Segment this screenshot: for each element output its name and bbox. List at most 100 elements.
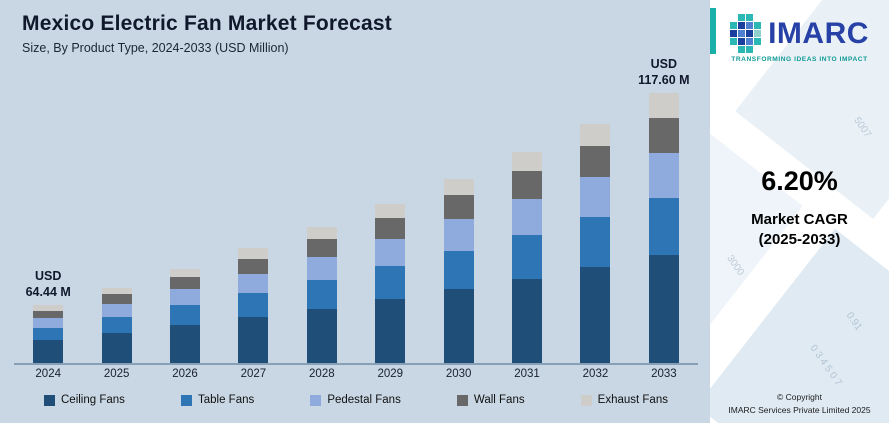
- imarc-logo-pixel-globe-icon: [730, 14, 762, 53]
- bar-segment-table-fans: [101, 317, 132, 333]
- imarc-tagline: TRANSFORMING IDEAS INTO IMPACT: [731, 56, 868, 63]
- bar-segment-exhaust-fans: [443, 178, 474, 196]
- stacked-bar-2028: [306, 226, 337, 363]
- logo-pixel: [746, 22, 754, 29]
- legend-label-wall-fans: Wall Fans: [473, 394, 525, 406]
- stacked-bar-2029: [375, 203, 406, 363]
- legend-label-table-fans: Table Fans: [197, 394, 255, 406]
- cagr-period: (2025-2033): [758, 231, 841, 248]
- bar-segment-exhaust-fans: [238, 248, 269, 259]
- x-axis-label-2029: 2029: [377, 368, 404, 380]
- logo-pixel: [754, 30, 762, 37]
- bar-segment-ceiling-fans: [306, 308, 337, 363]
- imarc-logo: IMARC: [710, 14, 889, 53]
- bar-segment-ceiling-fans: [648, 255, 679, 363]
- cagr-block: 6.20% Market CAGR (2025-2033): [710, 166, 889, 248]
- bar-segment-ceiling-fans: [375, 299, 406, 363]
- bar-segment-ceiling-fans: [443, 289, 474, 363]
- bar-segment-exhaust-fans: [33, 305, 64, 311]
- bar-segment-ceiling-fans: [101, 332, 132, 363]
- bar-segment-pedestal-fans: [580, 176, 611, 218]
- x-axis: 2024 2025 2026 2027 2028 2029 2030 2031 2032 2033: [14, 368, 698, 380]
- chart-legend: Ceiling Fans Table Fans Pedestal Fans Wall …: [14, 394, 698, 406]
- bar-segment-pedestal-fans: [170, 289, 201, 306]
- value-annotation-2033: USD 117.60 M: [638, 57, 690, 87]
- bar-segment-exhaust-fans: [580, 124, 611, 146]
- logo-pixel: [754, 14, 761, 21]
- x-axis-label-2028: 2028: [309, 368, 335, 380]
- bar-segment-table-fans: [170, 305, 201, 326]
- bar-slot-2024: USD 64.44 M: [14, 48, 82, 363]
- chart-subtitle: Size, By Product Type, 2024-2033 (USD Mi…: [22, 41, 289, 55]
- logo-pixel: [730, 46, 737, 53]
- bar-segment-wall-fans: [512, 171, 543, 199]
- logo-pixel: [754, 46, 761, 53]
- bar-segment-wall-fans: [443, 195, 474, 220]
- stacked-bar-2030: [443, 178, 474, 363]
- bar-segment-exhaust-fans: [306, 226, 337, 240]
- bar-slot-2028: [288, 48, 356, 363]
- x-axis-label-2030: 2030: [445, 368, 472, 380]
- logo-pixel: [738, 46, 746, 53]
- bar-segment-table-fans: [238, 293, 269, 318]
- bar-slot-2025: [82, 48, 150, 363]
- bar-segment-pedestal-fans: [512, 198, 543, 235]
- bar-segment-ceiling-fans: [33, 339, 64, 363]
- bar-segment-ceiling-fans: [580, 267, 611, 363]
- stacked-bar-chart: USD 64.44 M USD 117.60 M: [14, 48, 698, 365]
- logo-pixel: [754, 22, 762, 29]
- bar-segment-table-fans: [648, 198, 679, 256]
- imarc-logo-text: IMARC: [768, 16, 869, 50]
- legend-item-pedestal-fans: Pedestal Fans: [310, 394, 401, 406]
- logo-pixel: [746, 14, 754, 21]
- value-annotation-2024: USD 64.44 M: [25, 269, 71, 299]
- stacked-bar-2032: [580, 124, 611, 363]
- bar-segment-table-fans: [33, 327, 64, 340]
- bar-segment-exhaust-fans: [648, 93, 679, 118]
- bar-segment-wall-fans: [306, 239, 337, 257]
- x-axis-label-2033: 2033: [651, 368, 677, 380]
- legend-swatch-table-fans: [180, 394, 192, 406]
- bar-slot-2029: [356, 48, 424, 363]
- chart-panel: Mexico Electric Fan Market Forecast Size…: [0, 0, 710, 423]
- bar-slot-2033: USD 117.60 M: [630, 48, 698, 363]
- logo-pixel: [746, 46, 754, 53]
- bar-segment-ceiling-fans: [512, 278, 543, 363]
- x-axis-label-2027: 2027: [240, 368, 267, 380]
- logo-pixel: [738, 38, 746, 45]
- bar-segment-table-fans: [306, 279, 337, 309]
- bar-segment-wall-fans: [375, 217, 406, 239]
- bar-segment-pedestal-fans: [33, 318, 64, 328]
- bar-segment-ceiling-fans: [170, 325, 201, 363]
- bar-slot-2030: [424, 48, 492, 363]
- legend-item-wall-fans: Wall Fans: [456, 394, 525, 406]
- x-axis-label-2026: 2026: [172, 368, 198, 380]
- bar-segment-wall-fans: [33, 310, 64, 319]
- bar-segment-table-fans: [375, 265, 406, 300]
- bar-segment-wall-fans: [101, 294, 132, 305]
- bar-segment-wall-fans: [170, 277, 201, 290]
- legend-swatch-pedestal-fans: [310, 394, 322, 406]
- bar-segment-wall-fans: [238, 258, 269, 274]
- stacked-bar-2033: [648, 93, 679, 363]
- legend-label-exhaust-fans: Exhaust Fans: [597, 394, 668, 406]
- legend-item-exhaust-fans: Exhaust Fans: [580, 394, 668, 406]
- legend-item-ceiling-fans: Ceiling Fans: [44, 394, 125, 406]
- bar-segment-pedestal-fans: [101, 304, 132, 318]
- bar-segment-wall-fans: [580, 145, 611, 177]
- logo-pixel: [754, 38, 762, 45]
- logo-pixel: [746, 30, 754, 37]
- bar-segment-exhaust-fans: [512, 152, 543, 172]
- bar-segment-pedestal-fans: [375, 238, 406, 266]
- bar-slot-2031: [493, 48, 561, 363]
- stacked-bar-2025: [101, 287, 132, 363]
- bar-segment-pedestal-fans: [306, 256, 337, 280]
- bar-segment-pedestal-fans: [648, 152, 679, 199]
- bar-slot-2027: [219, 48, 287, 363]
- bar-segment-exhaust-fans: [170, 268, 201, 278]
- bar-segment-exhaust-fans: [375, 203, 406, 218]
- bar-segment-table-fans: [580, 217, 611, 268]
- legend-swatch-ceiling-fans: [44, 394, 55, 406]
- logo-pixel: [746, 38, 754, 45]
